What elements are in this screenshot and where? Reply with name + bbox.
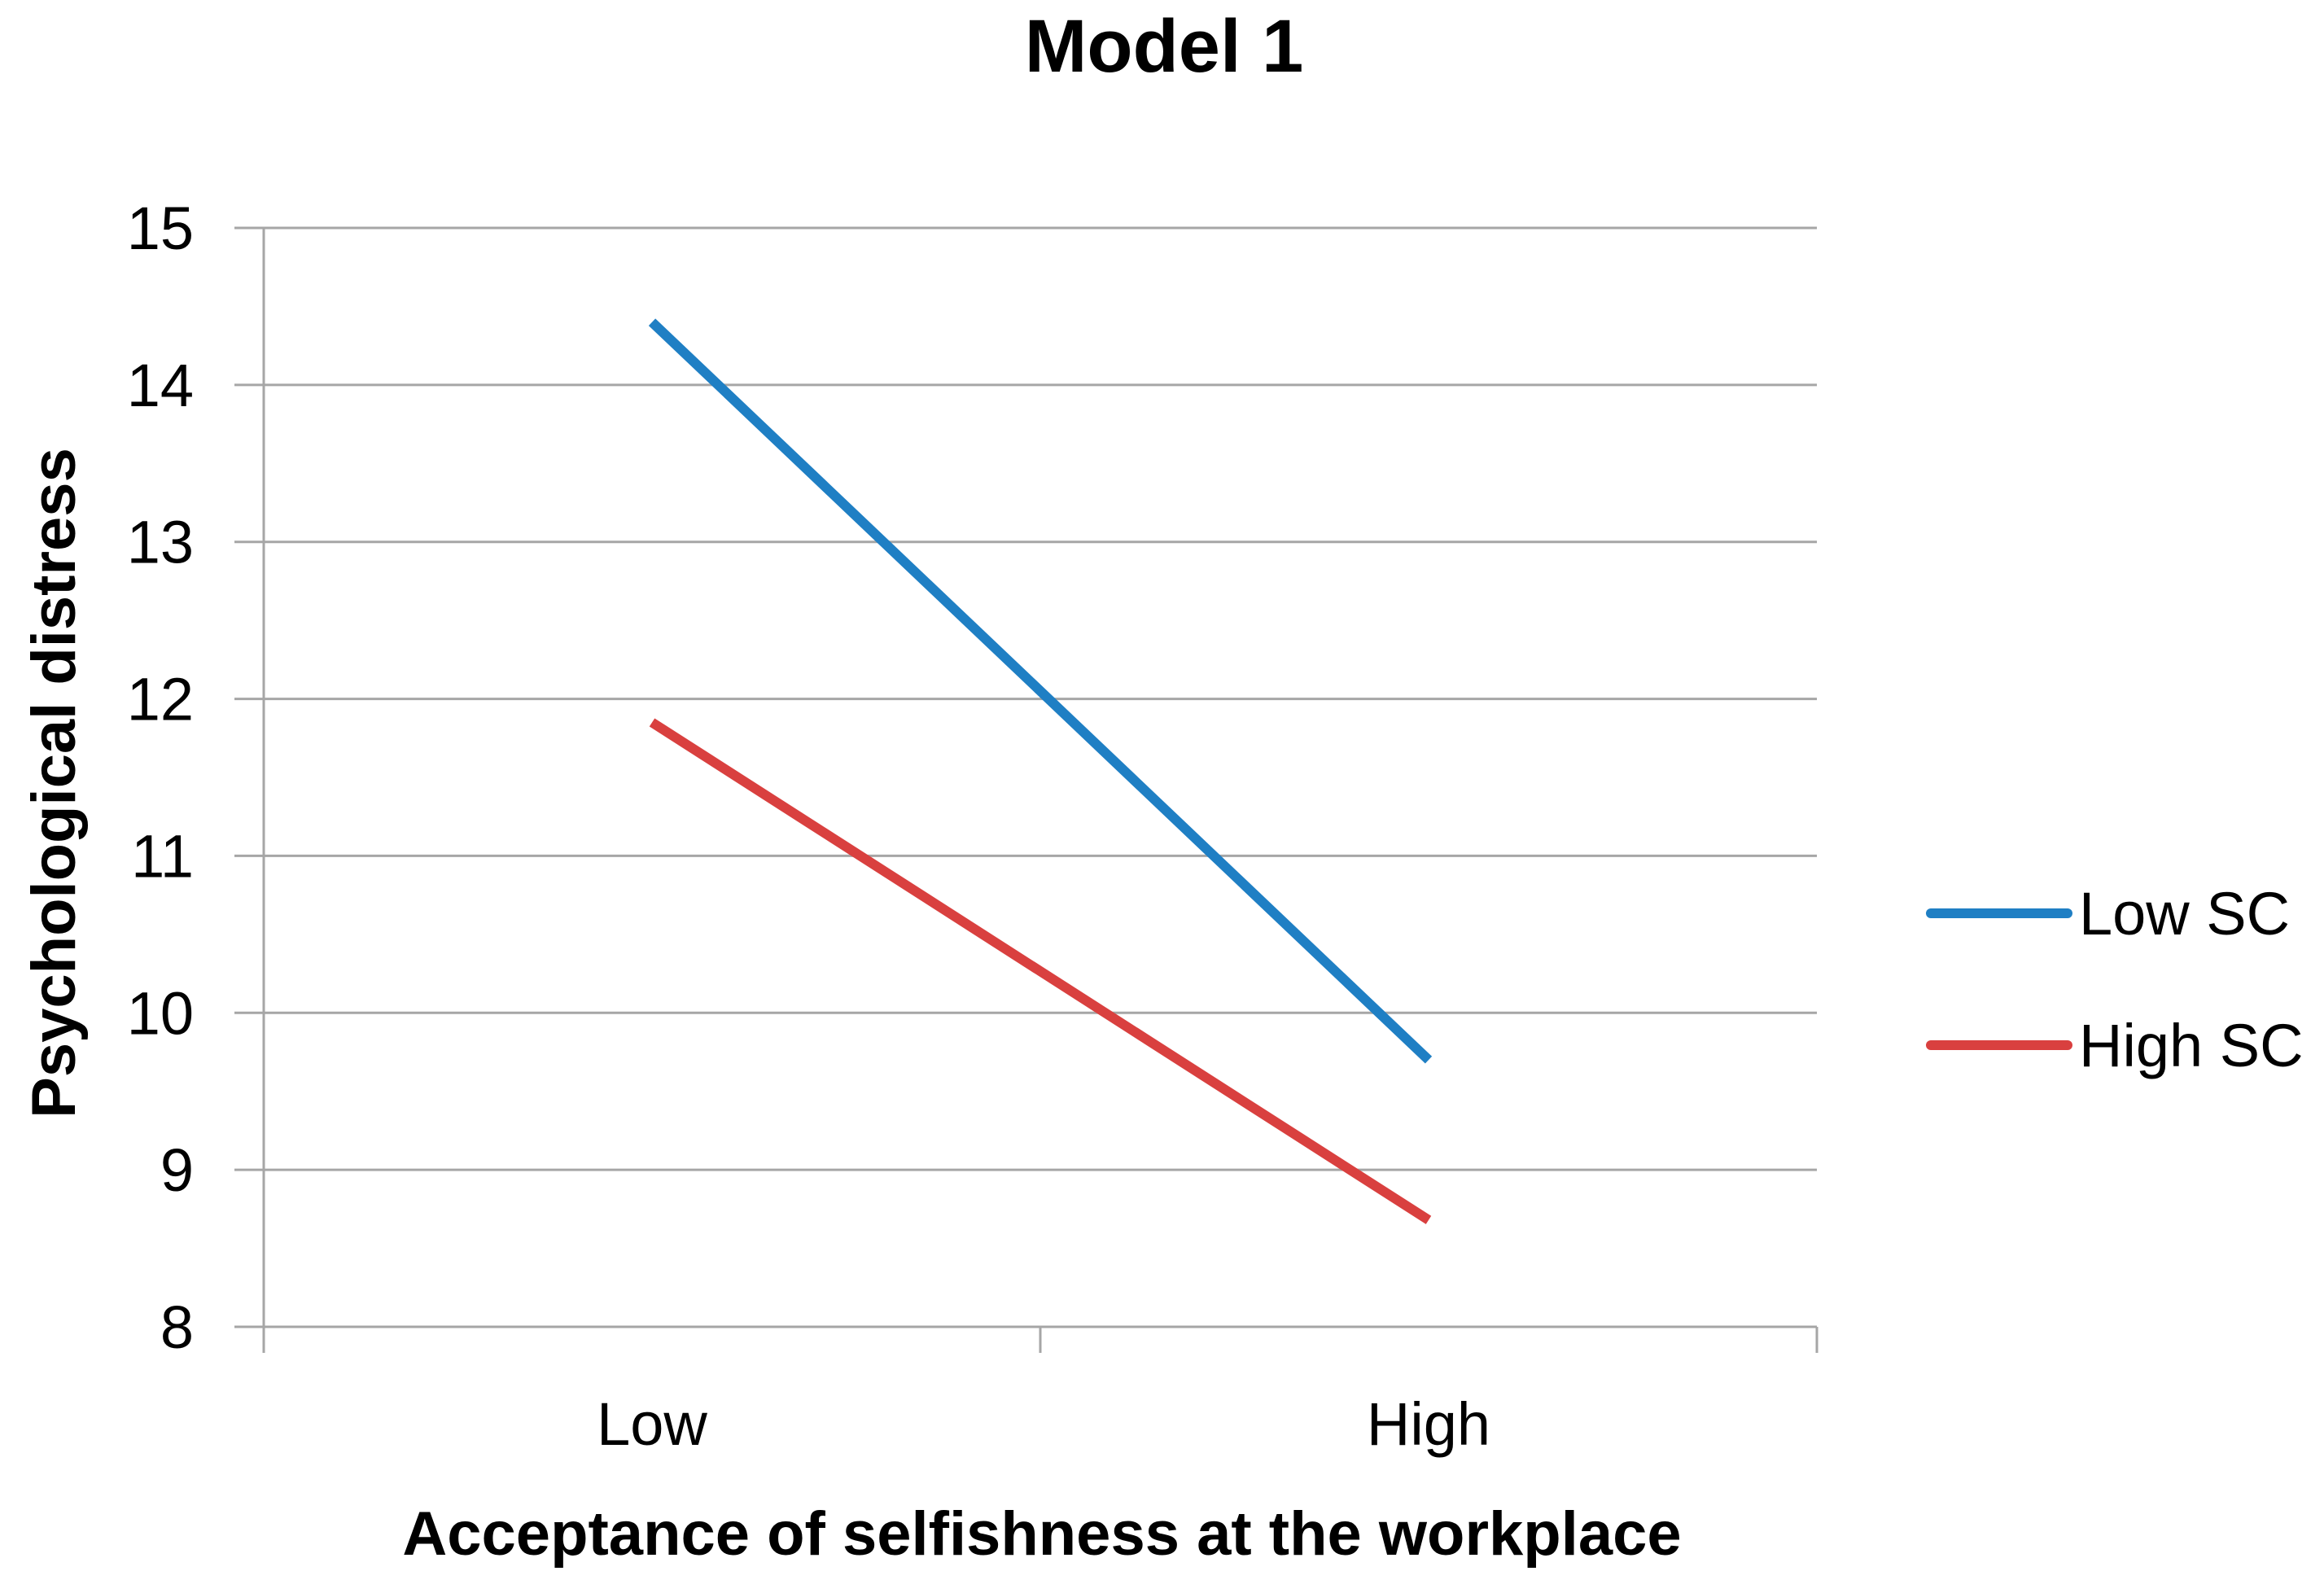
y-tick-labels: 8 9 10 11 12 13 14 15 <box>127 195 194 1361</box>
gridlines <box>234 226 1817 1328</box>
y-tick-label: 10 <box>127 979 194 1047</box>
axes <box>262 228 1818 1353</box>
series-line <box>648 318 1433 1064</box>
y-tick-label: 13 <box>127 509 194 576</box>
x-tick-label: High <box>1367 1390 1490 1458</box>
x-tick-label: Low <box>597 1390 707 1458</box>
y-tick-label: 8 <box>160 1293 194 1361</box>
legend-label: High SC <box>2079 1012 2304 1079</box>
y-tick-label: 15 <box>127 195 194 262</box>
legend: Low SC High SC <box>1926 880 2304 1079</box>
legend-label: Low SC <box>2079 880 2290 947</box>
y-tick-label: 12 <box>127 666 194 733</box>
x-axis-label: Acceptance of selfishness at the workpla… <box>402 1499 1681 1569</box>
y-tick-label: 9 <box>160 1136 194 1204</box>
y-tick-label: 14 <box>127 352 194 419</box>
series-lines <box>648 318 1433 1224</box>
chart-title: Model 1 <box>1025 5 1303 88</box>
y-axis-label: Psychological distress <box>20 448 89 1118</box>
series-line <box>649 718 1432 1224</box>
y-tick-label: 11 <box>131 822 194 890</box>
x-tick-labels: Low High <box>597 1390 1490 1458</box>
